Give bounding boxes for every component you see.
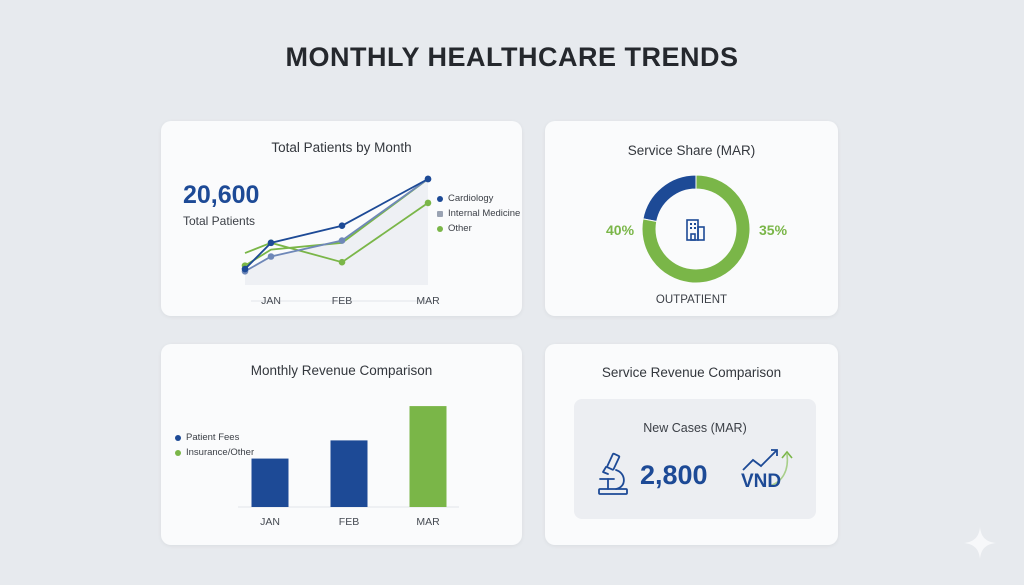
card-title: Service Revenue Comparison (601, 365, 782, 380)
donut-slice (641, 174, 751, 284)
bar-feb (330, 440, 368, 507)
x-tick-label: FEB (339, 516, 359, 528)
total-patients-card: Total Patients by Month 20,600 Total Pat… (161, 121, 522, 316)
panel-title: New Cases (MAR) (643, 421, 747, 435)
series-line-other (244, 202, 429, 264)
legend-item: Patient Fees (175, 430, 254, 445)
monthly-revenue-card: Monthly Revenue Comparison Patient Fees … (161, 344, 522, 545)
bar-legend: Patient Fees Insurance/Other (175, 430, 254, 460)
data-point (424, 175, 432, 183)
bar-chart: JAN FEB MAR (238, 406, 459, 528)
card-title: Service Share (MAR) (627, 143, 756, 158)
data-point (424, 199, 432, 207)
legend-label: Other (448, 223, 472, 234)
data-point (338, 222, 346, 230)
data-point (241, 265, 249, 273)
card-title: Total Patients by Month (271, 140, 412, 155)
data-point (338, 237, 346, 244)
legend-swatch (437, 225, 443, 232)
legend-label: Insurance/Other (186, 447, 255, 458)
x-tick-label: MAR (416, 516, 440, 528)
outpatient-label: OUTPATIENT (655, 294, 728, 306)
legend-swatch (437, 210, 443, 217)
new-cases-value: 2,800 (640, 460, 708, 490)
kpi-value: 20,600 (183, 181, 260, 209)
left-percent-label: 40% (606, 222, 635, 238)
line-chart: JAN FEB MAR (241, 175, 440, 307)
trend-up-arrow-icon (742, 449, 793, 487)
new-cases-panel: New Cases (MAR) 2,800 VND (574, 399, 816, 519)
microscope-icon (598, 452, 628, 495)
legend-swatch (175, 434, 181, 441)
kpi-label: Total Patients (183, 214, 256, 228)
x-tick-label: JAN (260, 516, 280, 528)
area-fill (245, 178, 428, 285)
card-title: Monthly Revenue Comparison (250, 363, 433, 378)
legend-swatch (175, 449, 181, 456)
bar-jan (251, 458, 289, 507)
service-revenue-card: Service Revenue Comparison New Cases (MA… (545, 344, 838, 545)
hospital-building-icon (686, 219, 705, 241)
legend-item: Insurance/Other (175, 445, 254, 460)
data-point (267, 253, 275, 260)
x-tick-label: MAR (416, 295, 440, 307)
right-percent-label: 35% (759, 222, 788, 238)
legend-item: Other (437, 221, 520, 236)
data-point (267, 239, 275, 247)
legend-item: Cardiology (437, 191, 520, 206)
service-share-card: Service Share (MAR) 40% 35% OUTPATIENT (545, 121, 838, 316)
series-line-other-2- (244, 178, 429, 267)
sparkle-icon (964, 527, 996, 559)
data-point (338, 258, 346, 266)
currency-label: VND (741, 471, 782, 492)
donut-chart (641, 174, 751, 284)
bar-mar (409, 406, 447, 507)
donut-slice (642, 174, 697, 223)
legend-swatch (437, 195, 443, 202)
x-tick-label: FEB (332, 295, 352, 307)
x-tick-label: JAN (261, 295, 281, 307)
legend-label: Cardiology (448, 193, 494, 204)
legend-item: Internal Medicine (437, 206, 520, 221)
series-line-internal-medicine (244, 178, 429, 273)
line-legend: Cardiology Internal Medicine Other (437, 191, 520, 236)
legend-label: Patient Fees (186, 432, 240, 443)
series-line-cardiology (244, 178, 429, 270)
page-title: MONTHLY HEALTHCARE TRENDS (285, 42, 739, 72)
legend-label: Internal Medicine (448, 208, 521, 219)
